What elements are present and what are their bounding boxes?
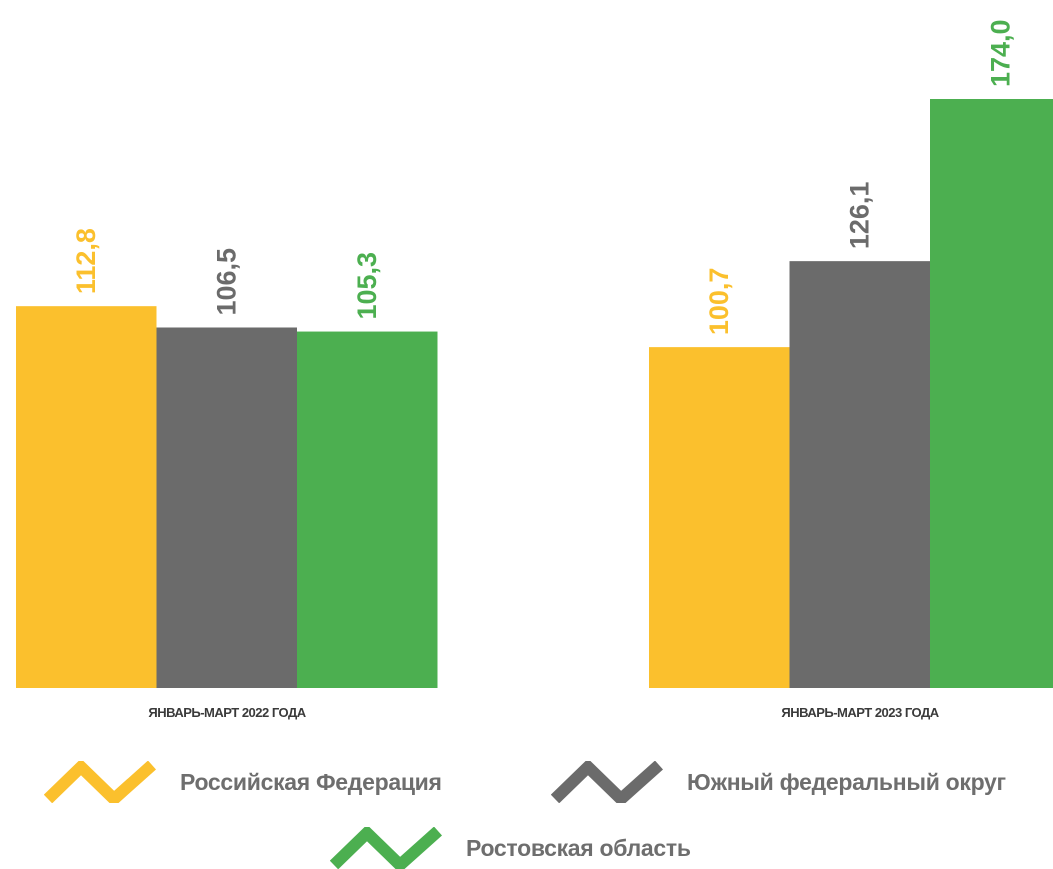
category-labels-layer: ЯНВАРЬ-МАРТ 2022 ГОДА ЯНВАРЬ-МАРТ 2023 Г…: [148, 705, 940, 720]
category-label-2023: ЯНВАРЬ-МАРТ 2023 ГОДА: [781, 705, 939, 720]
zigzag-icon: [44, 761, 156, 803]
bar-2-3: [930, 99, 1053, 688]
bar-1-3: [297, 331, 438, 688]
legend-label: Ростовская область: [466, 834, 691, 861]
value-label-2-3: 174,0: [985, 19, 1015, 87]
value-label-1-3: 105,3: [352, 252, 382, 320]
value-label-2-2: 126,1: [845, 182, 875, 250]
bar-2-2: [789, 261, 930, 688]
bars-layer: [16, 99, 1053, 688]
legend-item-rostov-region: Ростовская область: [330, 827, 691, 869]
value-labels-layer: 112,8 106,5 105,3 100,7 126,1 174,0: [71, 19, 1015, 335]
legend-marker: [44, 761, 156, 803]
legend-marker: [551, 761, 663, 803]
value-label-1-2: 106,5: [212, 248, 242, 316]
category-label-2022: ЯНВАРЬ-МАРТ 2022 ГОДА: [148, 705, 306, 720]
legend-label: Южный федеральный округ: [687, 768, 1006, 795]
legend-item-russian-federation: Российская Федерация: [44, 761, 442, 803]
legend-label: Российская Федерация: [180, 768, 442, 795]
bar-1-2: [156, 327, 297, 688]
bar-2-1: [649, 347, 790, 688]
bar-1-1: [16, 306, 157, 688]
zigzag-icon: [330, 827, 442, 869]
legend-item-southern-federal-district: Южный федеральный округ: [551, 761, 1006, 803]
legend-marker: [330, 827, 442, 869]
zigzag-icon: [551, 761, 663, 803]
legend: Российская Федерация Южный федеральный о…: [0, 755, 1053, 869]
value-label-2-1: 100,7: [704, 268, 734, 336]
value-label-1-1: 112,8: [71, 228, 101, 294]
